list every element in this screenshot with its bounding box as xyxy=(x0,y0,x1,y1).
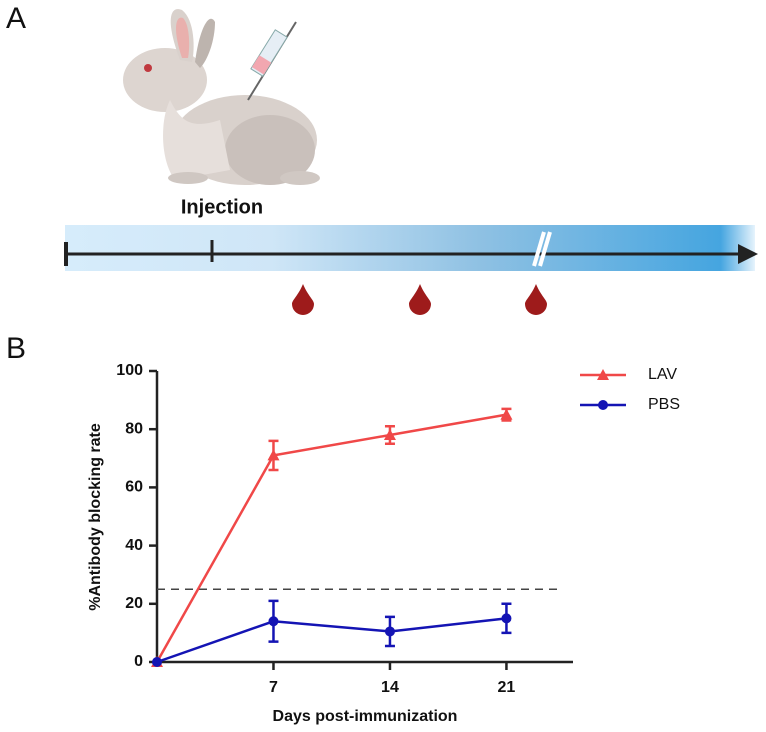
y-tick-label: 60 xyxy=(125,479,143,496)
timeline-arrow xyxy=(738,244,758,264)
series-line xyxy=(155,413,507,663)
y-tick-label: 100 xyxy=(116,362,143,379)
marker xyxy=(152,657,162,667)
timeline-band xyxy=(65,225,755,271)
y-axis-label: %Antibody blocking rate xyxy=(87,423,104,611)
x-tick-label: 14 xyxy=(381,679,399,696)
y-tick-label: 40 xyxy=(125,537,143,554)
legend-label: PBS xyxy=(648,396,680,413)
marker xyxy=(383,429,396,441)
series-line xyxy=(156,617,507,664)
y-tick-label: 80 xyxy=(125,420,143,437)
x-tick-label: 21 xyxy=(498,679,516,696)
legend-marker xyxy=(597,369,609,380)
x-axis-label: Days post-immunization xyxy=(273,708,458,725)
marker xyxy=(267,449,280,461)
marker xyxy=(268,616,279,627)
marker xyxy=(384,626,395,637)
blood-drops xyxy=(292,284,547,315)
rabbit-illustration xyxy=(123,9,320,185)
y-tick-label: 0 xyxy=(134,653,143,670)
marker xyxy=(501,613,512,624)
x-tick-label: 7 xyxy=(269,679,278,696)
panel-label: B xyxy=(6,332,26,365)
panel-label: A xyxy=(6,2,26,35)
marker xyxy=(500,408,513,420)
y-tick-label: 20 xyxy=(125,595,143,612)
injection-label: Injection xyxy=(181,196,263,218)
timeline-break xyxy=(532,231,552,267)
legend-marker xyxy=(598,400,608,410)
legend-label: LAV xyxy=(648,366,677,383)
